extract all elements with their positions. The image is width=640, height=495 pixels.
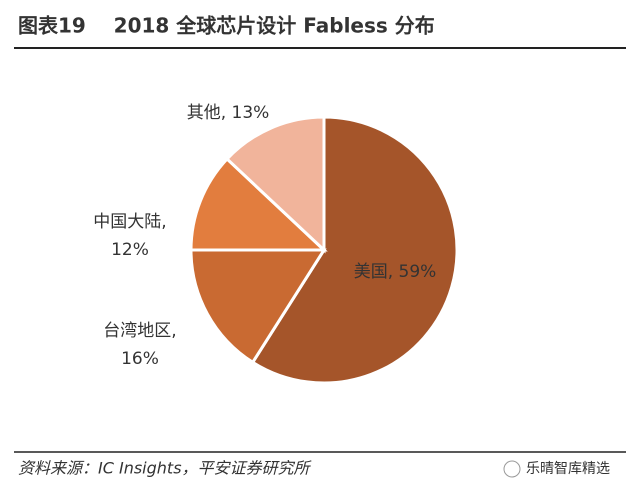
source: 资料来源：IC Insights，平安证券研究所: [18, 459, 313, 478]
pie-slice: [189, 156, 328, 252]
watermark-icon: [503, 460, 521, 478]
data-label: 美国, 59%: [354, 262, 437, 282]
data-label: 台湾地区, 16%: [103, 321, 176, 369]
pie-slice: [224, 115, 326, 254]
pie-slice: [189, 248, 327, 365]
watermark: 乐晴智库精选: [526, 461, 610, 477]
pie-slice: [250, 115, 459, 385]
chart-title: 图表19 2018 全球芯片设计 Fabless 分布: [18, 14, 435, 38]
data-label: 其他, 13%: [187, 103, 270, 123]
data-label: 中国大陆, 12%: [93, 212, 166, 260]
